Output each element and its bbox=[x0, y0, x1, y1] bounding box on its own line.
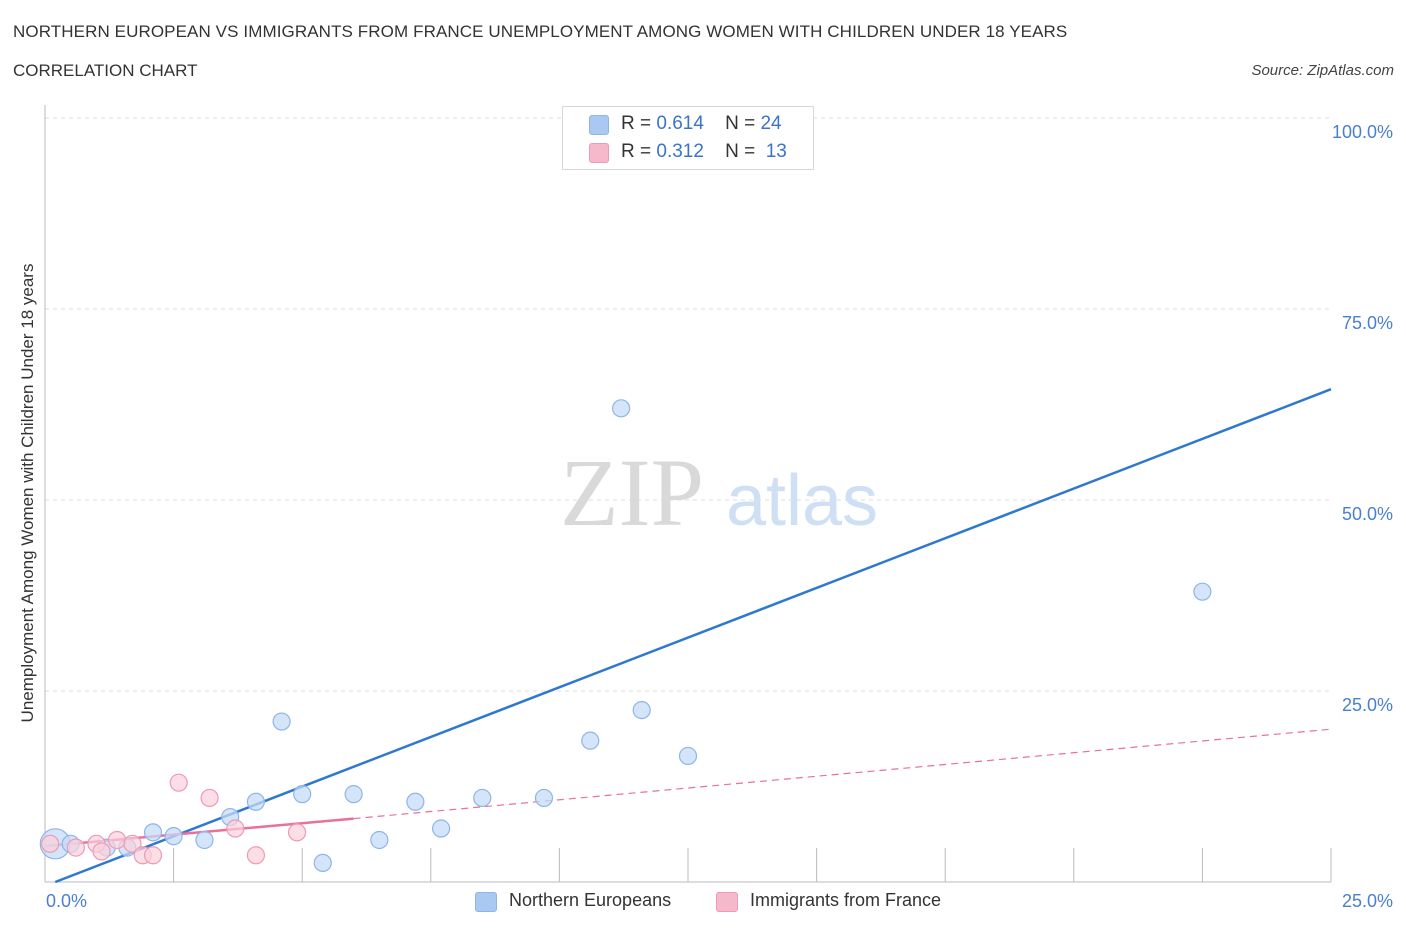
legend-r-label: R = bbox=[621, 113, 652, 134]
data-point-immigrants-france bbox=[200, 788, 219, 808]
data-point-immigrants-france bbox=[143, 846, 163, 865]
legend-label: Immigrants from France bbox=[750, 890, 942, 910]
x-tick-label-min: 0.0% bbox=[46, 891, 88, 911]
chart-title: NORTHERN EUROPEAN VS IMMIGRANTS FROM FRA… bbox=[13, 22, 1068, 41]
legend-r-label: R = bbox=[621, 141, 652, 162]
legend-swatch-blue bbox=[589, 115, 609, 135]
watermark-atlas: atlas bbox=[726, 461, 878, 541]
legend-n-value: 13 bbox=[765, 141, 787, 162]
data-point-northern-europeans bbox=[431, 819, 451, 838]
data-point-immigrants-france bbox=[123, 834, 142, 853]
data-point-immigrants-france bbox=[169, 773, 188, 792]
y-tick-label: 50.0% bbox=[1342, 504, 1393, 524]
watermark: ZIP atlas bbox=[560, 439, 878, 546]
watermark-zip: ZIP bbox=[560, 439, 704, 546]
trend-line-northern-europeans bbox=[54, 388, 1332, 884]
data-point-northern-europeans bbox=[473, 788, 492, 808]
data-point-immigrants-france bbox=[226, 819, 245, 838]
y-tick-label: 25.0% bbox=[1342, 695, 1393, 715]
legend-n-label: N = bbox=[725, 141, 756, 162]
data-point-immigrants-france bbox=[66, 838, 85, 857]
source-label: Source: ZipAtlas.com bbox=[1251, 62, 1394, 79]
legend-n-value: 24 bbox=[760, 113, 782, 134]
legend-label: Northern Europeans bbox=[509, 890, 672, 910]
data-point-northern-europeans bbox=[632, 700, 651, 720]
legend-swatch-pink bbox=[716, 892, 738, 912]
legend-swatch-blue bbox=[475, 892, 497, 912]
grid-lines bbox=[45, 117, 1331, 692]
data-point-northern-europeans bbox=[272, 712, 291, 731]
data-point-northern-europeans bbox=[313, 853, 332, 873]
correlation-legend: R = 0.614 N = 24 R = 0.312 N = 13 bbox=[562, 106, 814, 170]
data-point-immigrants-france bbox=[246, 846, 266, 865]
y-tick-labels: 100.0% 75.0% 50.0% 25.0% bbox=[1332, 122, 1393, 715]
x-tick-label-max: 25.0% bbox=[1341, 891, 1393, 911]
data-point-northern-europeans bbox=[143, 823, 163, 842]
legend-r-value: 0.312 bbox=[656, 141, 704, 162]
legend-r-value: 0.614 bbox=[656, 113, 704, 134]
data-point-northern-europeans bbox=[1193, 582, 1212, 601]
data-points bbox=[39, 108, 1212, 873]
data-point-northern-europeans bbox=[195, 830, 214, 850]
trend-line-immigrants-france-extension bbox=[353, 728, 1332, 820]
data-point-immigrants-france bbox=[92, 842, 111, 861]
data-point-northern-europeans bbox=[678, 746, 698, 766]
data-point-northern-europeans bbox=[246, 792, 266, 811]
data-point-northern-europeans bbox=[344, 785, 363, 804]
data-point-northern-europeans bbox=[164, 827, 183, 846]
data-point-northern-europeans bbox=[612, 399, 631, 418]
legend-n-label: N = bbox=[725, 113, 756, 134]
legend-swatch-pink bbox=[589, 143, 609, 163]
y-axis-title: Unemployment Among Women with Children U… bbox=[18, 264, 37, 723]
axes bbox=[44, 105, 1332, 883]
data-point-northern-europeans bbox=[293, 785, 312, 804]
data-point-northern-europeans bbox=[370, 830, 389, 850]
data-point-northern-europeans bbox=[581, 731, 600, 750]
data-point-northern-europeans bbox=[406, 792, 425, 811]
chart-subtitle: CORRELATION CHART bbox=[13, 61, 198, 80]
data-point-immigrants-france bbox=[107, 830, 127, 850]
y-tick-label: 100.0% bbox=[1332, 122, 1393, 142]
data-point-immigrants-france bbox=[41, 834, 60, 853]
y-tick-label: 75.0% bbox=[1342, 313, 1393, 333]
data-point-northern-europeans bbox=[534, 788, 554, 808]
data-point-immigrants-france bbox=[287, 823, 307, 842]
